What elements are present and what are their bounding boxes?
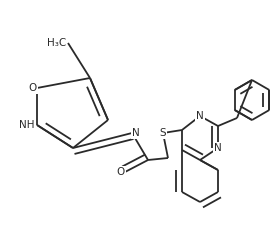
Text: N: N xyxy=(214,143,222,153)
Text: NH: NH xyxy=(20,120,35,130)
Text: O: O xyxy=(29,83,37,93)
Text: O: O xyxy=(117,167,125,177)
Text: S: S xyxy=(160,128,166,138)
Text: N: N xyxy=(132,128,140,138)
Text: H₃C: H₃C xyxy=(47,38,66,48)
Text: N: N xyxy=(196,111,204,121)
